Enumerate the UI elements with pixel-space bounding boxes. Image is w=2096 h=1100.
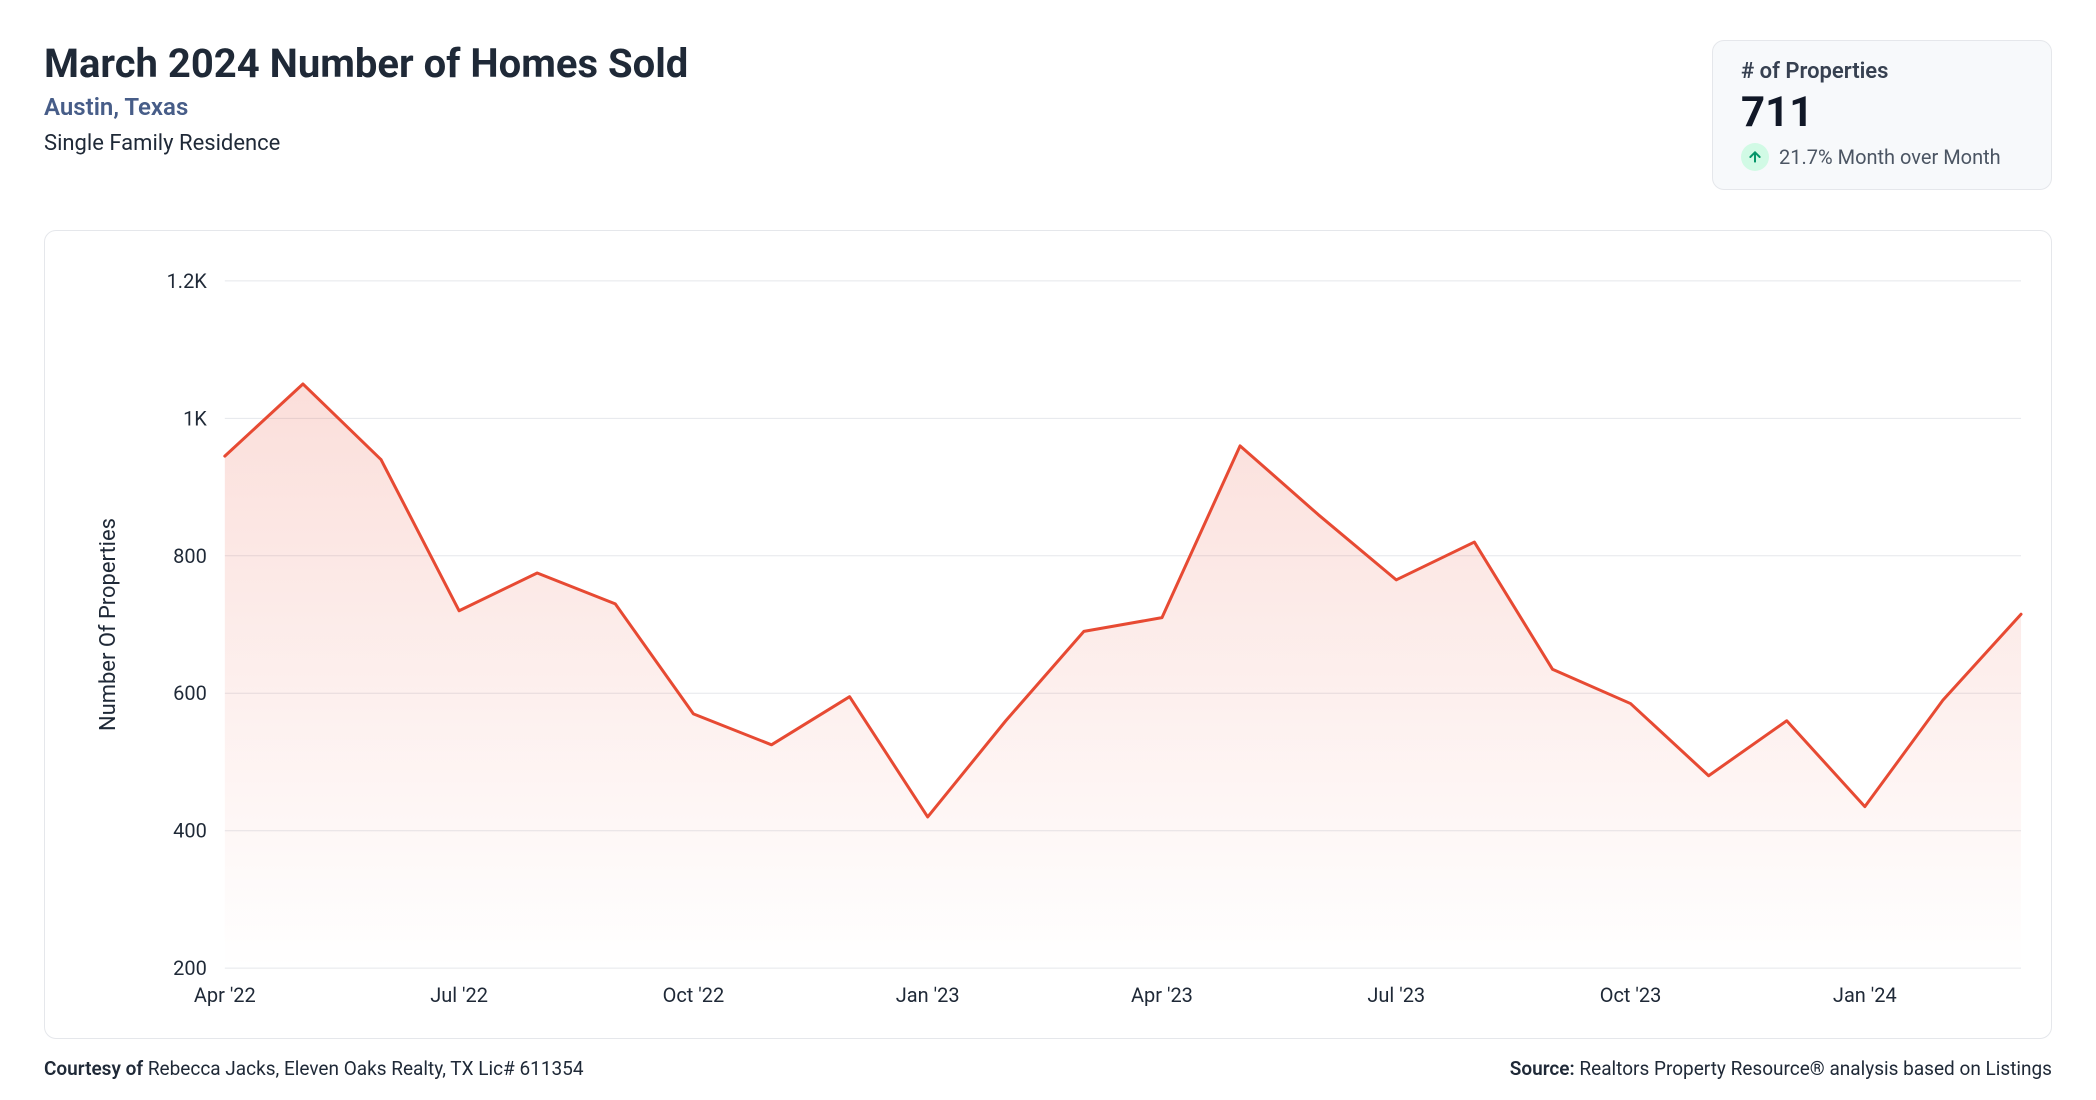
svg-text:600: 600 [173, 681, 207, 705]
stat-value: 711 [1741, 88, 2023, 137]
title-block: March 2024 Number of Homes Sold Austin, … [44, 40, 688, 156]
svg-text:Oct '23: Oct '23 [1600, 983, 1662, 1007]
svg-text:400: 400 [173, 819, 207, 843]
svg-text:Apr '23: Apr '23 [1131, 983, 1193, 1007]
courtesy-body: Rebecca Jacks, Eleven Oaks Realty, TX Li… [148, 1057, 584, 1080]
svg-text:200: 200 [173, 956, 207, 980]
svg-text:Jul '23: Jul '23 [1367, 983, 1425, 1007]
stat-change-text: 21.7% Month over Month [1779, 145, 2001, 169]
stat-card: # of Properties 711 21.7% Month over Mon… [1712, 40, 2052, 190]
subtype-text: Single Family Residence [44, 131, 688, 156]
svg-text:Number Of Properties: Number Of Properties [96, 518, 121, 731]
location-text: Austin, Texas [44, 93, 688, 121]
page-title: March 2024 Number of Homes Sold [44, 40, 688, 87]
svg-text:1.2K: 1.2K [167, 269, 208, 293]
courtesy-prefix: Courtesy of [44, 1057, 148, 1080]
svg-text:1K: 1K [183, 406, 207, 430]
svg-text:Jan '23: Jan '23 [896, 983, 960, 1007]
svg-text:Oct '22: Oct '22 [663, 983, 725, 1007]
header-row: March 2024 Number of Homes Sold Austin, … [44, 40, 2052, 190]
arrow-up-icon [1741, 143, 1769, 171]
line-chart: 200 400 600 800 1K 1.2K Apr '22 Jul '22 Oct '22 J… [45, 231, 2051, 1038]
svg-text:Apr '22: Apr '22 [194, 983, 256, 1007]
footer-row: Courtesy of Rebecca Jacks, Eleven Oaks R… [44, 1057, 2052, 1080]
page: March 2024 Number of Homes Sold Austin, … [0, 0, 2096, 1100]
svg-text:Jul '22: Jul '22 [430, 983, 488, 1007]
source-text: Source: Realtors Property Resource® anal… [1510, 1057, 2052, 1080]
svg-text:Jan '24: Jan '24 [1833, 983, 1897, 1007]
source-body: Realtors Property Resource® analysis bas… [1579, 1057, 2052, 1080]
courtesy-text: Courtesy of Rebecca Jacks, Eleven Oaks R… [44, 1057, 584, 1080]
source-prefix: Source: [1510, 1057, 1580, 1080]
svg-text:800: 800 [173, 544, 207, 568]
stat-change: 21.7% Month over Month [1741, 143, 2023, 171]
chart-card: 200 400 600 800 1K 1.2K Apr '22 Jul '22 Oct '22 J… [44, 230, 2052, 1039]
stat-label: # of Properties [1741, 59, 2023, 84]
